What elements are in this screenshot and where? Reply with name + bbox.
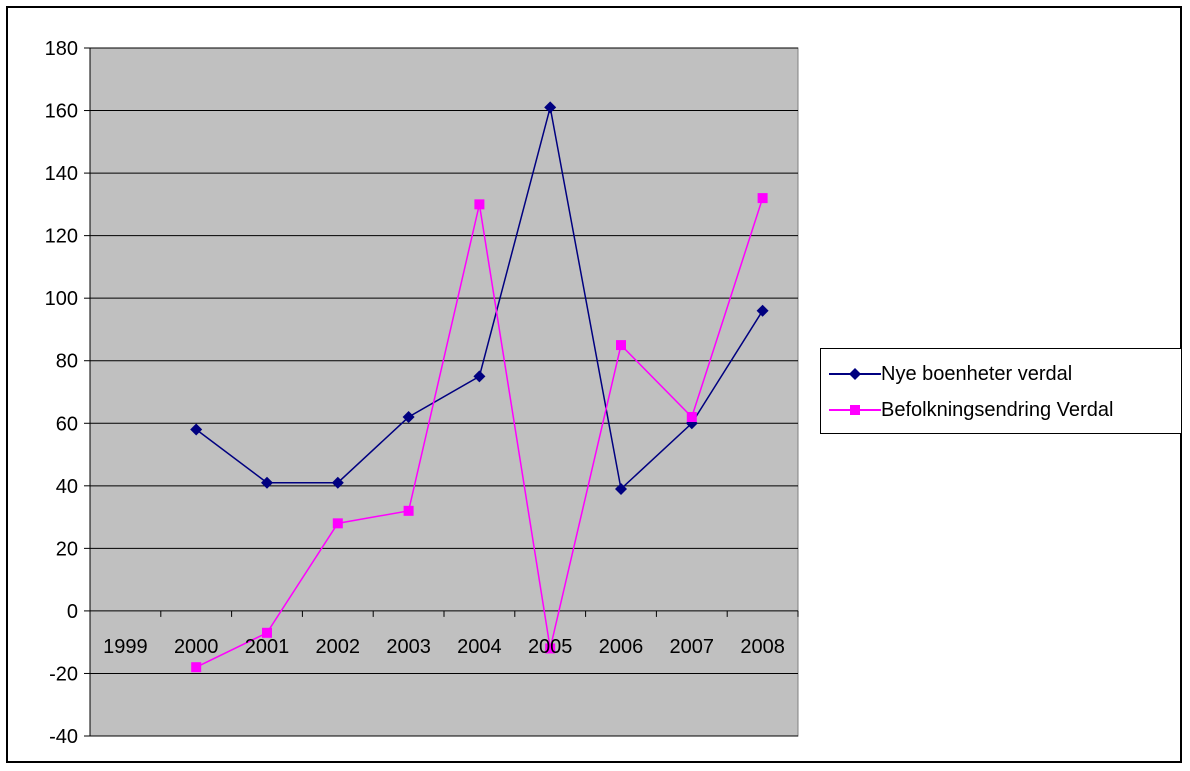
data-point: [332, 518, 343, 529]
x-tick-label: 2000: [174, 636, 219, 658]
y-tick-label: 80: [56, 351, 78, 373]
y-tick-label: 60: [56, 413, 78, 435]
data-point: [402, 411, 415, 424]
series-layer: [190, 101, 769, 673]
y-tick-label: 40: [56, 476, 78, 498]
data-point: [191, 662, 202, 673]
legend-swatch-series-2: [829, 405, 881, 415]
y-tick-label: 100: [45, 288, 78, 310]
x-tick-label: 2006: [599, 636, 644, 658]
y-tick-label: 120: [45, 226, 78, 248]
data-point: [544, 101, 557, 114]
plot-area: [89, 47, 799, 737]
data-point: [757, 193, 768, 204]
x-tick-label: 2001: [245, 636, 290, 658]
x-tick-label: 2007: [670, 636, 715, 658]
x-tick-label: 2005: [528, 636, 573, 658]
data-point: [616, 340, 626, 351]
data-point: [686, 412, 697, 423]
data-point: [331, 476, 344, 489]
legend-label-series-1: Nye boenheter verdal: [881, 362, 1073, 385]
legend: Nye boenheter verdal Befolkningsendring …: [820, 348, 1182, 434]
y-tick-label: -40: [49, 726, 78, 748]
data-point: [756, 304, 769, 317]
y-tick-label: 140: [45, 163, 78, 185]
data-point: [545, 643, 556, 654]
tick-labels: -40 -20 0 20 40 60 80 100 120 140 160 180 1999 2000 20…: [45, 38, 785, 748]
data-point: [261, 476, 273, 489]
axes: [84, 47, 799, 737]
legend-item-series-1: Nye boenheter verdal: [829, 359, 1072, 389]
x-tick-label: 2008: [740, 636, 785, 658]
y-tick-label: -20: [49, 663, 78, 685]
x-tick-label: 2003: [386, 636, 431, 658]
data-point: [474, 199, 485, 210]
x-tick-label: 1999: [103, 636, 148, 658]
gridlines: [90, 47, 798, 737]
data-point: [473, 370, 486, 383]
y-tick-label: 20: [56, 538, 78, 560]
data-point: [262, 627, 272, 638]
x-tick-label: 2004: [457, 636, 502, 658]
data-point: [403, 505, 414, 516]
data-point: [190, 423, 203, 436]
data-point: [615, 482, 627, 495]
x-tick-label: 2002: [316, 636, 361, 658]
legend-item-series-2: Befolkningsendring Verdal: [829, 395, 1113, 425]
legend-label-series-2: Befolkningsendring Verdal: [881, 398, 1114, 421]
y-tick-label: 180: [45, 38, 78, 60]
y-tick-label: 0: [67, 601, 78, 623]
legend-swatch-series-1: [829, 368, 881, 380]
y-tick-label: 160: [45, 101, 78, 123]
